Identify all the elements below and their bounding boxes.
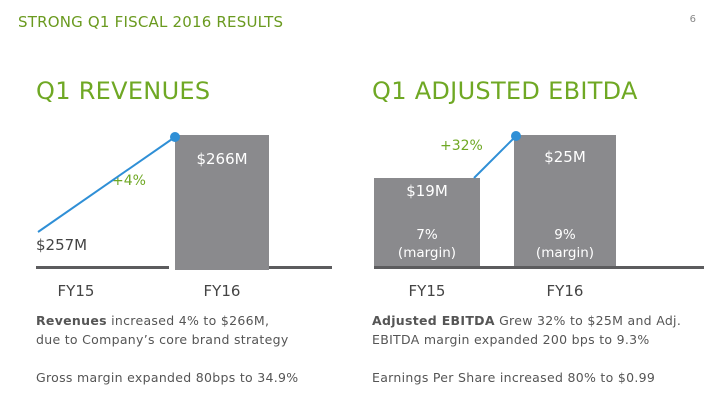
- ebitda-bar-fy15: [374, 178, 480, 268]
- revenues-fy16-axis-label: FY16: [203, 282, 241, 300]
- ebitda-connector-dot: [511, 131, 521, 141]
- revenues-fy15-axis-label: FY15: [57, 282, 95, 300]
- revenues-connector-dot: [170, 132, 180, 142]
- revenues-baseline-right: [269, 266, 332, 269]
- ebitda-note-rest: Grew 32% to $25M and Adj.: [494, 313, 682, 328]
- revenues-fy15-baseline: [36, 266, 169, 269]
- ebitda-fy15-value-label: $19M: [406, 182, 448, 200]
- revenues-fy15-value-label: $257M: [36, 236, 88, 254]
- ebitda-note: Adjusted EBITDA Grew 32% to $25M and Adj…: [372, 311, 681, 349]
- slide-title: STRONG Q1 FISCAL 2016 RESULTS: [18, 13, 284, 31]
- revenues-section-title: Q1 REVENUES: [36, 77, 211, 105]
- revenue-note-rest: increased 4% to $266M,: [106, 313, 270, 328]
- ebitda-fy16-axis-label: FY16: [546, 282, 584, 300]
- gross-margin-note: Gross margin expanded 80bps to 34.9%: [36, 370, 299, 385]
- ebitda-baseline: [374, 266, 704, 269]
- ebitda-growth-label: +32%: [440, 138, 483, 154]
- ebitda-fy15-margin: 7% (margin): [374, 226, 480, 262]
- ebitda-fy15-margin-word: (margin): [397, 245, 457, 261]
- ebitda-fy16-margin-pct: 9%: [554, 227, 576, 243]
- revenues-bar-fy16: [175, 135, 269, 270]
- ebitda-fy15-axis-label: FY15: [408, 282, 446, 300]
- revenues-connector-line: [37, 136, 176, 233]
- ebitda-fy16-margin-word: (margin): [535, 245, 595, 261]
- ebitda-fy15-margin-pct: 7%: [416, 227, 438, 243]
- ebitda-note-line2: EBITDA margin expanded 200 bps to 9.3%: [372, 332, 650, 347]
- ebitda-connector-line: [473, 135, 517, 179]
- ebitda-section-title: Q1 ADJUSTED EBITDA: [372, 77, 638, 105]
- page-number: 6: [689, 14, 696, 25]
- ebitda-bar-fy16: [514, 135, 616, 268]
- ebitda-fy16-margin: 9% (margin): [514, 226, 616, 262]
- ebitda-fy16-value-label: $25M: [544, 148, 586, 166]
- revenues-fy16-value-label: $266M: [196, 150, 248, 168]
- revenue-note-line2: due to Company’s core brand strategy: [36, 332, 289, 347]
- revenue-note: Revenues increased 4% to $266M, due to C…: [36, 311, 289, 349]
- revenue-note-bold: Revenues: [36, 313, 107, 328]
- revenues-growth-label: +4%: [112, 173, 146, 189]
- eps-note: Earnings Per Share increased 80% to $0.9…: [372, 370, 656, 385]
- ebitda-note-bold: Adjusted EBITDA: [372, 313, 495, 328]
